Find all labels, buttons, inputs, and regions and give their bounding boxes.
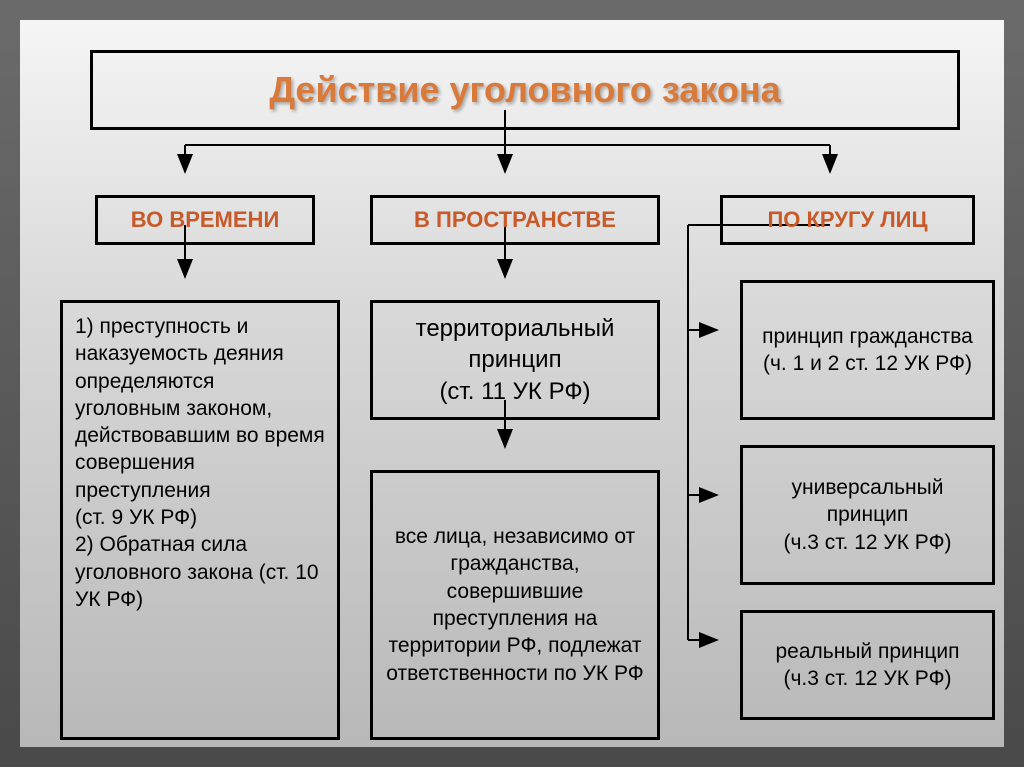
- category-persons-label: ПО КРУГУ ЛИЦ: [767, 207, 927, 233]
- content-persons-0: принцип гражданства (ч. 1 и 2 ст. 12 УК …: [740, 280, 995, 420]
- category-space: В ПРОСТРАНСТВЕ: [370, 195, 660, 245]
- content-persons-0-text: принцип гражданства (ч. 1 и 2 ст. 12 УК …: [762, 323, 973, 378]
- content-persons-2: реальный принцип (ч.3 ст. 12 УК РФ): [740, 610, 995, 720]
- content-time-text: 1) преступность и наказуемость деяния оп…: [75, 315, 325, 611]
- content-persons-1-text: универсальный принцип (ч.3 ст. 12 УК РФ): [755, 474, 980, 556]
- category-space-label: В ПРОСТРАНСТВЕ: [414, 207, 616, 233]
- content-time: 1) преступность и наказуемость деяния оп…: [60, 300, 340, 740]
- content-persons-1: универсальный принцип (ч.3 ст. 12 УК РФ): [740, 445, 995, 585]
- category-persons: ПО КРУГУ ЛИЦ: [720, 195, 975, 245]
- category-time-label: ВО ВРЕМЕНИ: [131, 207, 280, 233]
- title-text: Действие уголовного закона: [269, 69, 780, 111]
- content-space-detail-text: все лица, независимо от гражданства, сов…: [385, 523, 645, 687]
- slide-frame: Действие уголовного закона ВО ВРЕМЕНИ В …: [0, 0, 1024, 767]
- content-persons-2-text: реальный принцип (ч.3 ст. 12 УК РФ): [776, 638, 960, 693]
- content-space-detail: все лица, независимо от гражданства, сов…: [370, 470, 660, 740]
- category-time: ВО ВРЕМЕНИ: [95, 195, 315, 245]
- title-box: Действие уголовного закона: [90, 50, 960, 130]
- content-space-principle: территориальный принцип (ст. 11 УК РФ): [370, 300, 660, 420]
- content-space-principle-text: территориальный принцип (ст. 11 УК РФ): [385, 313, 645, 407]
